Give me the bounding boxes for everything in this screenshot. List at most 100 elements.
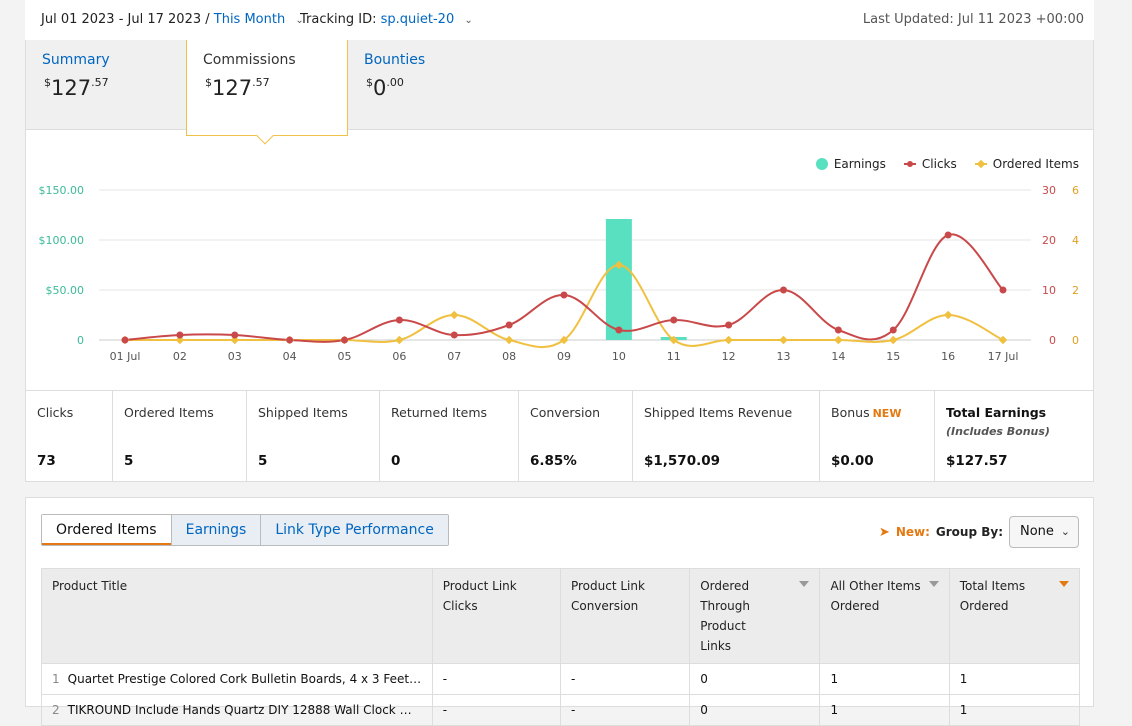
tab-commissions-label[interactable]: Commissions xyxy=(203,52,296,68)
table-row: 1 Quartet Prestige Colored Cork Bulletin … xyxy=(41,663,1081,695)
x-tick-label: 02 xyxy=(173,350,187,363)
clicks-point xyxy=(176,331,184,339)
stat-label: Bonus NEW xyxy=(831,405,902,420)
cell-other: 1 xyxy=(819,694,950,726)
clicks-line xyxy=(124,233,1004,343)
x-tick-label: 12 xyxy=(722,350,736,363)
ordered-items-point xyxy=(504,335,514,345)
stat-value: $0.00 xyxy=(831,453,874,469)
col-all-other-items[interactable]: All Other Items Ordered xyxy=(819,568,950,664)
sort-icon[interactable] xyxy=(928,581,939,587)
stat-returned-items: Returned Items 0 xyxy=(380,391,519,482)
tab-commissions[interactable]: Commissions $127.57 xyxy=(186,40,348,145)
ordered-items-point xyxy=(779,335,788,345)
x-tick-label: 01 Jul xyxy=(110,350,141,363)
tracking-id-selector[interactable]: Tracking ID: sp.quiet-20 ⌄ xyxy=(300,12,473,27)
stat-bonus: Bonus NEW $0.00 xyxy=(820,391,935,482)
tab-ordered-items[interactable]: Ordered Items xyxy=(42,515,172,545)
report-tabs: Ordered Items Earnings Link Type Perform… xyxy=(41,514,449,546)
cell-conversion: - xyxy=(559,694,691,726)
ordered-items-point xyxy=(669,335,678,345)
chevron-down-icon[interactable]: ⌄ xyxy=(464,15,473,26)
sort-icon[interactable] xyxy=(799,581,810,587)
y-right-ordered-tick-label: 0 xyxy=(1072,334,1079,347)
sort-active-icon[interactable] xyxy=(1059,581,1069,587)
x-tick-label: 05 xyxy=(338,350,352,363)
legend-earnings[interactable]: Earnings xyxy=(815,157,886,171)
earnings-summary-card: Summary $127.57 Commissions $127.57 Boun… xyxy=(25,40,1094,482)
new-label: New: xyxy=(895,525,930,539)
x-tick-label: 04 xyxy=(283,350,297,363)
stat-label: Shipped Items xyxy=(258,405,348,420)
cell-total: 1 xyxy=(948,694,1081,726)
clicks-point xyxy=(834,326,842,334)
stat-value: 0 xyxy=(391,453,401,469)
tab-summary-label[interactable]: Summary xyxy=(42,52,110,68)
product-title-cell[interactable]: 2 TIKROUND Include Hands Quartz DIY 12888… xyxy=(41,694,433,726)
x-tick-label: 14 xyxy=(831,350,845,363)
y-right-ordered-tick-label: 2 xyxy=(1072,284,1079,297)
tab-bounties[interactable]: Bounties $0.00 xyxy=(348,40,508,130)
earnings-swatch xyxy=(815,158,828,170)
ordered-items-point xyxy=(998,335,1008,345)
clicks-point xyxy=(725,321,733,329)
tracking-id-link[interactable]: sp.quiet-20 xyxy=(380,12,455,27)
col-product-title[interactable]: Product Title xyxy=(41,568,433,664)
stat-value: 5 xyxy=(258,453,268,469)
stat-label: Returned Items xyxy=(391,405,488,420)
col-product-link-conversion[interactable]: Product Link Conversion xyxy=(559,568,691,664)
legend-ordered-items[interactable]: Ordered Items xyxy=(974,157,1079,171)
table-row: 2 TIKROUND Include Hands Quartz DIY 12888… xyxy=(41,694,1081,726)
clicks-point xyxy=(780,286,787,294)
top-bar: Jul 01 2023 - Jul 17 2023 / This Month ⌄… xyxy=(25,0,1094,40)
legend-clicks[interactable]: Clicks xyxy=(903,157,957,171)
stat-conversion: Conversion 6.85% xyxy=(519,391,633,482)
chevron-down-icon: ⌄ xyxy=(1060,525,1070,538)
stat-value: 6.85% xyxy=(530,453,577,469)
y-right-clicks-tick-label: 20 xyxy=(1042,234,1056,247)
tab-summary[interactable]: Summary $127.57 xyxy=(26,40,186,130)
date-range-selector[interactable]: Jul 01 2023 - Jul 17 2023 / This Month ⌄ xyxy=(41,12,304,27)
clicks-point xyxy=(670,316,678,324)
stat-shipped-items: Shipped Items 5 xyxy=(247,391,380,482)
chart-legend: Earnings Clicks Ordered Items xyxy=(815,157,1079,171)
product-title-cell[interactable]: 1 Quartet Prestige Colored Cork Bulletin … xyxy=(41,663,433,695)
x-tick-label: 08 xyxy=(502,350,516,363)
tab-bounties-label[interactable]: Bounties xyxy=(364,52,426,68)
col-total-items-ordered[interactable]: Total Items Ordered xyxy=(948,568,1081,664)
col-ordered-through-links[interactable]: Ordered Through Product Links xyxy=(689,568,821,664)
stat-label: Total Earnings (Includes Bonus) xyxy=(946,405,1050,438)
clicks-point xyxy=(505,321,513,329)
earnings-chart: $150.00 30 6$100.00 20 4$50.00 10 20 0 001 Jul 02… xyxy=(39,184,1080,363)
cell-conversion: - xyxy=(559,663,691,695)
stat-value: 5 xyxy=(124,453,134,469)
y-left-tick-label: $150.00 xyxy=(39,184,85,197)
y-right-clicks-tick-label: 10 xyxy=(1042,284,1056,297)
cell-clicks: - xyxy=(431,663,561,695)
tracking-label: Tracking ID: xyxy=(300,12,377,27)
y-left-tick-label: $100.00 xyxy=(39,234,85,247)
ordered-items-point xyxy=(943,310,953,320)
clicks-point xyxy=(889,326,897,334)
col-product-link-clicks[interactable]: Product Link Clicks xyxy=(431,568,561,664)
group-by-label: Group By: xyxy=(935,525,1003,539)
legend-earnings-label: Earnings xyxy=(833,157,886,171)
clicks-point xyxy=(450,331,458,339)
group-by-control: ➤ New: Group By: None ⌄ xyxy=(879,516,1079,548)
stat-value: 73 xyxy=(37,453,56,469)
legend-clicks-label: Clicks xyxy=(921,157,957,171)
stat-total-earnings: Total Earnings (Includes Bonus) $127.57 xyxy=(935,391,1093,482)
x-tick-label: 16 xyxy=(941,350,955,363)
clicks-point xyxy=(944,231,952,239)
group-by-select[interactable]: None ⌄ xyxy=(1009,516,1079,548)
cell-total: 1 xyxy=(948,663,1081,695)
group-by-value: None xyxy=(1020,524,1054,539)
tab-earnings[interactable]: Earnings xyxy=(171,515,262,545)
y-right-clicks-tick-label: 30 xyxy=(1042,184,1056,197)
period-link[interactable]: This Month xyxy=(213,12,286,27)
tab-link-type-performance[interactable]: Link Type Performance xyxy=(261,515,448,545)
x-tick-label: 07 xyxy=(447,350,461,363)
ordered-items-point xyxy=(614,260,624,270)
stat-sublabel: (Includes Bonus) xyxy=(946,425,1050,438)
chevron-down-icon[interactable]: ⌄ xyxy=(295,15,304,26)
